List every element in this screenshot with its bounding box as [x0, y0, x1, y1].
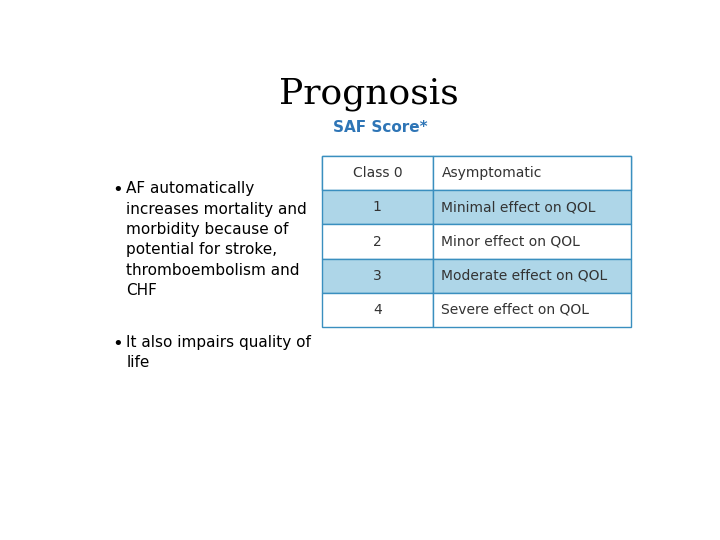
- Bar: [433, 156, 631, 191]
- Bar: [433, 259, 631, 293]
- Text: 3: 3: [373, 268, 382, 282]
- Text: 1: 1: [373, 200, 382, 214]
- Bar: [433, 156, 631, 191]
- Bar: [322, 156, 433, 191]
- Bar: [322, 191, 433, 225]
- Text: SAF Score: SAF Score: [338, 166, 417, 180]
- Text: AF automatically
increases mortality and
morbidity because of
potential for stro: AF automatically increases mortality and…: [126, 181, 307, 298]
- Text: Class 0: Class 0: [353, 166, 402, 180]
- Bar: [433, 191, 631, 225]
- Bar: [322, 259, 433, 293]
- Text: Severe effect on QOL: Severe effect on QOL: [441, 303, 590, 316]
- Text: 4: 4: [373, 303, 382, 316]
- Text: Moderate effect on QOL: Moderate effect on QOL: [441, 268, 608, 282]
- Text: 2: 2: [373, 234, 382, 248]
- Text: It also impairs quality of
life: It also impairs quality of life: [126, 335, 311, 370]
- Text: Minimal effect on QOL: Minimal effect on QOL: [441, 200, 596, 214]
- Bar: [433, 293, 631, 327]
- Bar: [322, 156, 433, 191]
- Text: Prognosis: Prognosis: [279, 77, 459, 111]
- Text: Minor effect on QOL: Minor effect on QOL: [441, 234, 580, 248]
- Bar: [322, 293, 433, 327]
- Bar: [322, 225, 433, 259]
- Bar: [433, 225, 631, 259]
- Text: Impact on QOL**: Impact on QOL**: [467, 166, 597, 180]
- Text: •: •: [112, 181, 123, 199]
- Text: •: •: [112, 335, 123, 353]
- Text: SAF Score*: SAF Score*: [333, 120, 428, 136]
- Text: Asymptomatic: Asymptomatic: [441, 166, 542, 180]
